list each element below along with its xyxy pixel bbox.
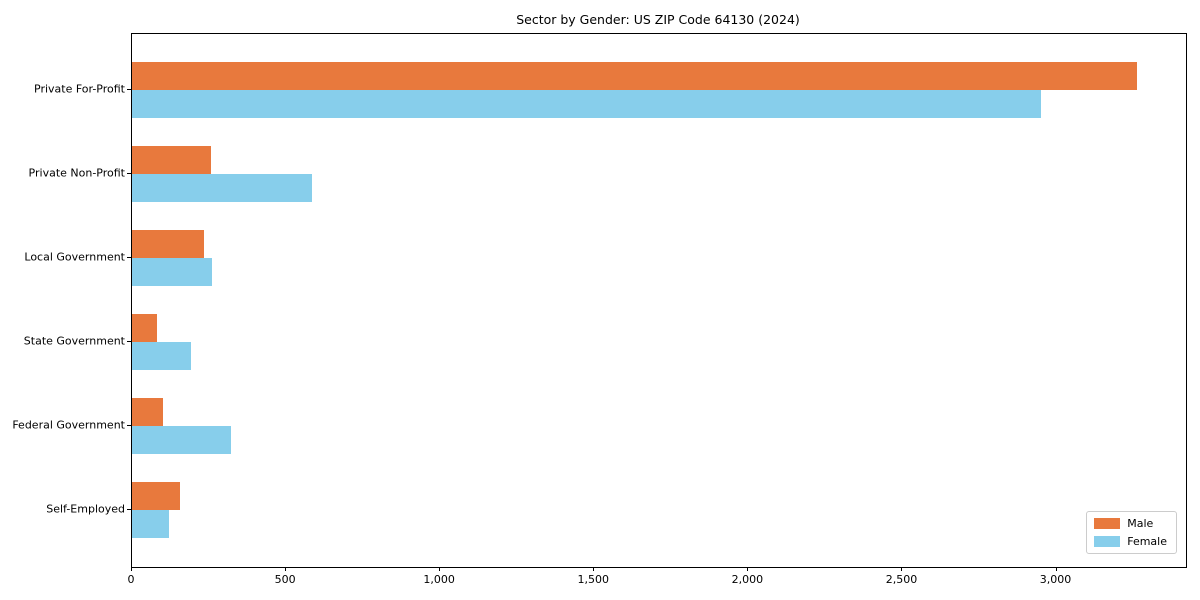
legend-row-male: Male — [1094, 517, 1167, 530]
bar-male-state-government — [132, 314, 157, 342]
x-tick-label: 2,500 — [885, 573, 918, 586]
y-tick-label: Local Government — [24, 250, 125, 264]
bar-female-local-government — [132, 258, 212, 286]
y-tick-mark — [127, 89, 131, 90]
legend-label-male: Male — [1127, 517, 1154, 530]
bar-male-private-for-profit — [132, 62, 1137, 90]
y-tick-mark — [127, 509, 131, 510]
y-tick-mark — [127, 425, 131, 426]
y-tick-label: State Government — [23, 334, 125, 348]
x-tick-label: 500 — [274, 573, 296, 586]
x-tick-mark — [131, 567, 132, 571]
x-tick-mark — [1055, 567, 1057, 571]
y-tick-label: Federal Government — [12, 418, 125, 432]
x-tick-label: 1,500 — [577, 573, 610, 586]
bar-female-federal-government — [132, 426, 231, 454]
legend: Male Female — [1086, 511, 1177, 554]
x-tick-label: 1,000 — [423, 573, 455, 586]
y-tick-label: Private For-Profit — [34, 82, 125, 96]
bar-female-self-employed — [132, 510, 169, 538]
x-tick-label: 0 — [127, 573, 135, 586]
x-tick-label: 3,000 — [1039, 573, 1072, 586]
x-tick-mark — [439, 567, 441, 571]
bar-male-private-non-profit — [132, 146, 211, 174]
y-tick-mark — [127, 173, 131, 174]
y-tick-label: Private Non-Profit — [28, 166, 125, 180]
bar-male-federal-government — [132, 398, 163, 426]
x-tick-label: 2,000 — [731, 573, 764, 586]
x-tick-mark — [285, 567, 287, 571]
x-tick-mark — [901, 567, 903, 571]
legend-swatch-male — [1094, 518, 1121, 529]
bar-female-private-for-profit — [132, 90, 1041, 118]
bar-male-local-government — [132, 230, 204, 258]
bar-male-self-employed — [132, 482, 180, 510]
x-tick-mark — [593, 567, 595, 571]
legend-swatch-female — [1094, 536, 1121, 547]
plot-area — [131, 33, 1187, 568]
legend-label-female: Female — [1127, 535, 1167, 548]
bar-female-private-non-profit — [132, 174, 312, 202]
bar-female-state-government — [132, 342, 191, 370]
chart-title: Sector by Gender: US ZIP Code 64130 (202… — [516, 12, 800, 27]
x-tick-mark — [747, 567, 749, 571]
y-tick-mark — [127, 341, 131, 342]
y-tick-mark — [127, 257, 131, 258]
legend-row-female: Female — [1094, 535, 1167, 548]
y-tick-label: Self-Employed — [46, 502, 125, 516]
